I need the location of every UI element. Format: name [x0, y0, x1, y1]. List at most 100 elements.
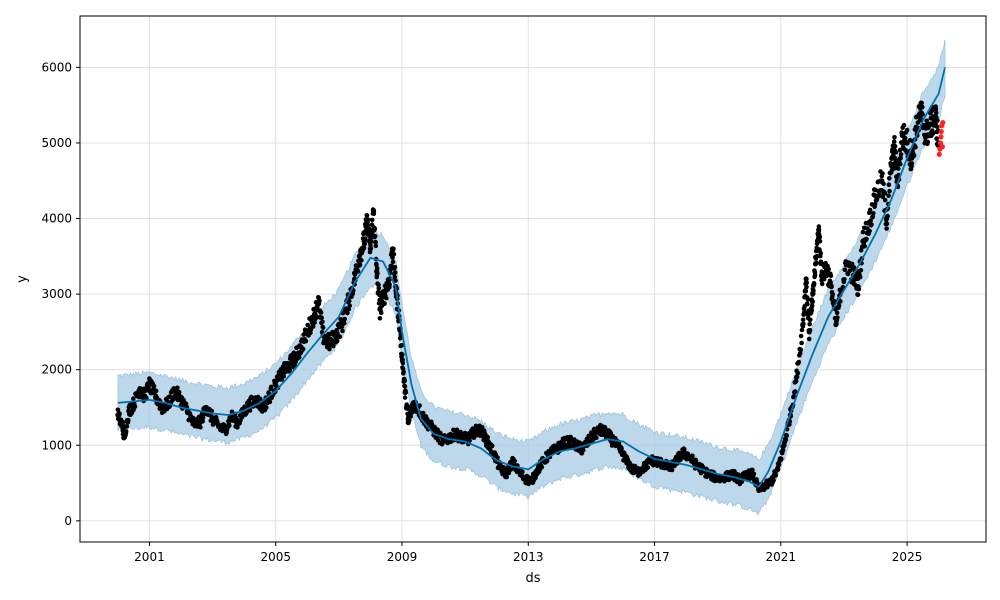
- observed-point-trail: [318, 310, 324, 315]
- observed-point-trail: [581, 447, 586, 453]
- observed-point-trail: [801, 321, 806, 327]
- observed-point-trail: [872, 201, 878, 207]
- observed-point-trail: [771, 478, 776, 483]
- observed-point-trail: [327, 346, 332, 352]
- observed-point-trail: [377, 292, 382, 298]
- observed-point-trail: [920, 104, 925, 110]
- observed-point-trail: [799, 327, 805, 333]
- observed-point-trail: [880, 171, 885, 176]
- observed-point-trail: [826, 266, 831, 272]
- observed-point-trail: [123, 429, 129, 434]
- observed-point-trail: [832, 299, 837, 304]
- observed-point-trail: [369, 217, 375, 223]
- observed-point-trail: [862, 244, 867, 249]
- observed-point-trail: [485, 434, 491, 440]
- observed-point-trail: [300, 346, 306, 352]
- outlier-point: [939, 144, 946, 150]
- observed-point-trail: [934, 136, 939, 141]
- observed-point-trail: [372, 234, 378, 239]
- observed-point-trail: [793, 378, 799, 384]
- observed-point-trail: [247, 408, 253, 413]
- observed-point-trail: [347, 303, 353, 308]
- observed-point-trail: [798, 347, 803, 353]
- observed-point-trail: [267, 399, 273, 405]
- observed-point-trail: [504, 474, 509, 480]
- observed-point-trail: [235, 425, 240, 430]
- observed-point-trail: [359, 258, 364, 263]
- observed-point-trail: [317, 298, 322, 304]
- observed-point-trail: [884, 226, 889, 231]
- y-tick-label: 5000: [41, 136, 72, 150]
- observed-point-trail: [791, 394, 797, 399]
- y-tick-label: 2000: [41, 363, 72, 377]
- observed-point-trail: [391, 252, 397, 257]
- observed-point-trail: [305, 322, 311, 328]
- observed-point-trail: [798, 333, 804, 339]
- observed-point-trail: [372, 226, 378, 231]
- x-axis: 2001 2005 2009 2013 2017 2021 2025: [134, 542, 922, 564]
- observed-point-trail: [297, 343, 302, 348]
- observed-point-trail: [373, 239, 378, 245]
- observed-point-trail: [804, 280, 809, 286]
- observed-point-trail: [374, 266, 380, 271]
- observed-point-trail: [805, 297, 811, 302]
- observed-point-trail: [669, 467, 675, 473]
- observed-point-trail: [867, 207, 873, 213]
- observed-point-trail: [806, 336, 812, 342]
- plot-frame: [79, 15, 987, 543]
- observed-point-trail: [361, 245, 367, 251]
- observed-point-trail: [799, 340, 804, 346]
- observed-point-trail: [371, 211, 377, 217]
- x-tick-label: 2017: [639, 550, 670, 564]
- y-tick-label: 3000: [41, 287, 72, 301]
- observed-point-trail: [402, 378, 408, 384]
- observed-point-trail: [402, 395, 408, 400]
- observed-point-trail: [811, 281, 817, 287]
- observed-point-trail: [175, 385, 180, 391]
- outlier-point: [938, 129, 944, 135]
- observed-point-trail: [402, 384, 408, 389]
- observed-point-trail: [132, 404, 138, 409]
- observed-point-trail: [309, 314, 315, 320]
- y-tick-label: 6000: [41, 60, 72, 74]
- y-axis: 0 1000 2000 3000 4000 5000 6000: [41, 60, 80, 528]
- observed-point-trail: [544, 458, 550, 464]
- observed-point-trail: [896, 166, 901, 171]
- observed-point-trail: [847, 268, 853, 274]
- observed-point-trail: [867, 228, 872, 234]
- observed-point-trail: [346, 298, 352, 304]
- observed-point-trail: [870, 214, 876, 220]
- observed-point-trail: [376, 285, 382, 291]
- observed-point-trail: [856, 286, 862, 292]
- observed-point-trail: [904, 127, 910, 133]
- observed-point-trail: [933, 106, 939, 112]
- observed-point-trail: [376, 282, 381, 288]
- observed-point-trail: [378, 310, 384, 316]
- observed-point-trail: [391, 246, 396, 251]
- observed-point-trail: [508, 467, 513, 472]
- observed-point-trail: [784, 433, 789, 439]
- observed-point-trail: [885, 213, 890, 219]
- observed-point-trail: [390, 259, 396, 265]
- observed-point-trail: [115, 407, 121, 413]
- observed-point-trail: [209, 408, 214, 414]
- observed-point-trail: [807, 322, 812, 327]
- observed-point-trail: [287, 367, 293, 373]
- observed-point-trail: [386, 277, 392, 283]
- observed-point-trail: [439, 442, 445, 447]
- observed-point-trail: [382, 301, 387, 306]
- observed-point-trail: [783, 437, 789, 443]
- observed-point-trail: [357, 262, 363, 268]
- observed-point-trail: [373, 243, 379, 249]
- observed-point-trail: [805, 301, 810, 307]
- observed-point-trail: [884, 221, 890, 226]
- observed-point-trail: [818, 251, 823, 256]
- observed-point-trail: [339, 324, 345, 330]
- observed-point-trail: [750, 467, 755, 473]
- observed-point-trail: [335, 331, 340, 336]
- observed-point-trail: [808, 317, 813, 323]
- observed-point-trail: [838, 299, 843, 304]
- observed-point-trail: [898, 152, 904, 157]
- observed-point-trail: [355, 269, 361, 274]
- observed-point-trail: [935, 118, 940, 123]
